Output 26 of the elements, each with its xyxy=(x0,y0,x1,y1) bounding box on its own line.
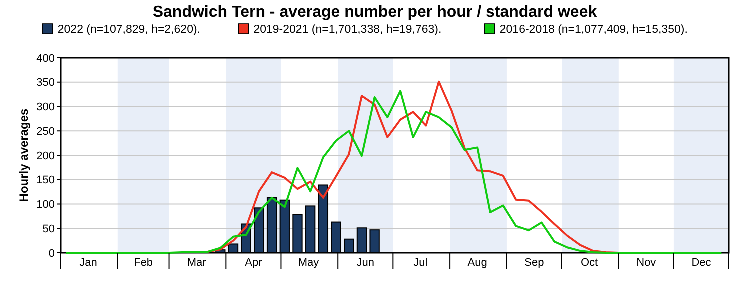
y-tick-label: 100 xyxy=(36,199,55,212)
x-tick-label: Nov xyxy=(636,257,657,269)
y-tick-label: 50 xyxy=(42,223,55,236)
y-axis-title: Hourly averages xyxy=(17,108,31,202)
x-tick-label: Aug xyxy=(468,257,488,269)
x-tick-label: Jan xyxy=(80,257,98,269)
x-tick-label: Jul xyxy=(414,257,428,269)
x-tick-label: Sep xyxy=(524,257,544,269)
x-tick-label: Feb xyxy=(134,257,154,269)
y-tick-label: 300 xyxy=(36,102,55,114)
legend-label: 2016-2018 (n=1,077,409, h=15,350). xyxy=(500,24,688,36)
x-tick-label: Oct xyxy=(580,257,598,269)
y-tick-label: 200 xyxy=(36,150,55,162)
y-tick-label: 250 xyxy=(36,126,55,138)
x-tick-label: Mar xyxy=(187,257,207,269)
chart-title: Sandwich Tern - average number per hour / standard week xyxy=(152,4,598,21)
y-tick-label: 400 xyxy=(36,52,55,65)
x-tick-label: Jun xyxy=(356,257,375,269)
y-tick-label: 350 xyxy=(36,77,55,90)
legend-label: 2022 (n=107,829, h=2,620). xyxy=(58,24,200,36)
x-tick-label: Apr xyxy=(245,257,263,269)
x-tick-label: May xyxy=(298,257,320,269)
y-tick-label: 150 xyxy=(36,174,55,187)
legend-label: 2019-2021 (n=1,701,338, h=19,763). xyxy=(254,24,442,36)
x-tick-label: Dec xyxy=(692,257,712,269)
y-tick-label: 0 xyxy=(48,248,55,260)
